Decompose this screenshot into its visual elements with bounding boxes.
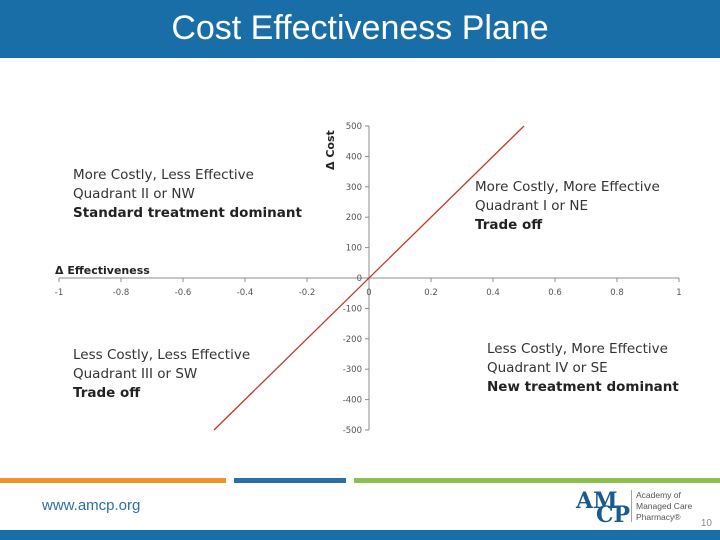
y-axis-ticks: 500 400 300 200 100 0 -100 -200 -300 -400 -500 — [343, 122, 369, 436]
footer-bar-green — [354, 478, 720, 483]
slide-title: Cost Effectiveness Plane — [171, 9, 549, 47]
chart-series — [213, 125, 525, 431]
x-tick-label: 0 — [366, 288, 371, 298]
bottom-band — [0, 530, 720, 540]
quadrant-nw-line2: Quadrant II or NW — [73, 186, 195, 202]
footer-bar-orange — [0, 478, 226, 483]
quadrant-sw-label: Less Costly, Less Effective Quadrant III… — [73, 346, 250, 403]
y-tick-label: -500 — [343, 426, 362, 436]
x-tick-label: -0.4 — [237, 288, 254, 298]
quadrant-sw-line2: Quadrant III or SW — [73, 366, 198, 382]
quadrant-ne-line1: More Costly, More Effective — [475, 179, 660, 195]
y-tick-label: 100 — [346, 244, 362, 254]
quadrant-nw-line1: More Costly, Less Effective — [73, 167, 254, 183]
logo-text-line2: Managed Care — [636, 501, 693, 511]
quadrant-ne-line2: Quadrant I or NE — [475, 198, 588, 214]
quadrant-nw-label: More Costly, Less Effective Quadrant II … — [73, 166, 302, 223]
y-tick-label: -400 — [343, 396, 362, 406]
quadrant-se-line3: New treatment dominant — [487, 379, 679, 395]
x-axis-label: Δ Effectiveness — [55, 264, 150, 277]
y-tick-label: -300 — [343, 365, 362, 375]
ratio-line — [213, 125, 525, 431]
y-tick-label: 0 — [357, 274, 362, 284]
quadrant-nw-line3: Standard treatment dominant — [73, 205, 302, 221]
y-tick-label: -200 — [343, 335, 362, 345]
footer-bar-blue — [234, 478, 346, 483]
quadrant-se-line2: Quadrant IV or SE — [487, 360, 608, 376]
y-axis-label: Δ Cost — [324, 130, 337, 170]
logo-letters-top: AM — [576, 488, 618, 514]
x-tick-label: -0.8 — [113, 288, 130, 298]
logo-text-line1: Academy of — [636, 490, 681, 500]
quadrant-sw-line3: Trade off — [73, 385, 141, 401]
x-tick-label: -1 — [55, 288, 63, 298]
x-tick-label: 0.4 — [486, 288, 500, 298]
quadrant-se-line1: Less Costly, More Effective — [487, 341, 668, 357]
quadrant-ne-label: More Costly, More Effective Quadrant I o… — [475, 178, 660, 235]
logo-text-line3: Pharmacy® — [636, 512, 681, 522]
website-link[interactable]: www.amcp.org — [42, 497, 141, 514]
y-tick-label: 300 — [346, 183, 362, 193]
x-tick-label: 1 — [676, 288, 681, 298]
y-tick-label: -100 — [343, 304, 362, 314]
x-tick-label: 0.2 — [424, 288, 438, 298]
y-tick-label: 400 — [346, 152, 362, 162]
quadrant-sw-line1: Less Costly, Less Effective — [73, 347, 251, 363]
quadrant-ne-line3: Trade off — [475, 217, 543, 233]
title-bar: Cost Effectiveness Plane — [0, 0, 720, 58]
page-number: 10 — [700, 518, 712, 529]
cost-effectiveness-chart: -1 -0.8 -0.6 -0.4 -0.2 0 0.2 0.4 0.6 0.8 1 500 400 3… — [55, 122, 682, 436]
x-tick-label: -0.6 — [175, 288, 192, 298]
quadrant-se-label: Less Costly, More Effective Quadrant IV … — [487, 340, 679, 397]
amcp-logo: AM CP Academy of Managed Care Pharmacy® — [576, 488, 692, 528]
x-tick-label: 0.6 — [548, 288, 562, 298]
logo-text: Academy of Managed Care Pharmacy® — [636, 490, 692, 523]
y-tick-label: 200 — [346, 213, 362, 223]
x-tick-label: 0.8 — [610, 288, 624, 298]
x-tick-label: -0.2 — [299, 288, 316, 298]
y-tick-label: 500 — [346, 122, 362, 132]
x-axis-ticks: -1 -0.8 -0.6 -0.4 -0.2 0 0.2 0.4 0.6 0.8 1 — [55, 278, 682, 298]
logo-letters-bottom: CP — [596, 502, 631, 528]
logo-divider — [631, 490, 632, 522]
